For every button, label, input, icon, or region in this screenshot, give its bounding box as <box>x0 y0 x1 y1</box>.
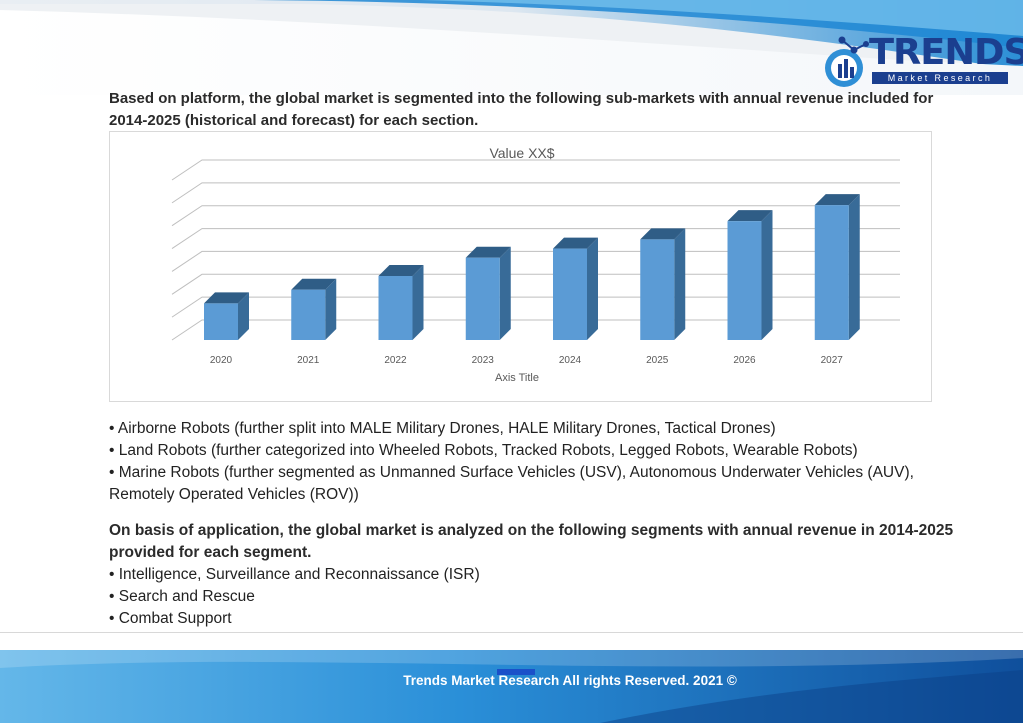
gridline <box>171 205 900 227</box>
x-tick-label: 2021 <box>297 355 320 366</box>
chart-bars <box>204 194 860 340</box>
trends-logo: TRENDS Market Research <box>822 34 1023 90</box>
list-item: • Land Robots (further categorized into … <box>109 442 858 459</box>
list-item: • Search and Rescue <box>109 588 255 605</box>
gridline <box>171 250 900 272</box>
gridline <box>171 273 900 295</box>
x-tick-label: 2022 <box>384 355 407 366</box>
chart-bar-2025 <box>640 228 686 340</box>
application-section: On basis of application, the global mark… <box>109 520 969 630</box>
logo-wordmark: TRENDS <box>869 32 1023 73</box>
footer-divider <box>0 632 1023 633</box>
x-tick-label: 2025 <box>646 355 669 366</box>
list-item: • Marine Robots (further segmented as Un… <box>109 464 914 503</box>
chart-bar-2022 <box>378 265 424 340</box>
list-item: • Intelligence, Surveillance and Reconna… <box>109 566 480 583</box>
footer-accent <box>497 669 535 675</box>
chart-bar-2021 <box>291 278 337 340</box>
gridline <box>171 182 900 204</box>
x-tick-label: 2024 <box>559 355 582 366</box>
chart-gridlines <box>171 159 900 341</box>
platform-intro: Based on platform, the global market is … <box>109 90 934 129</box>
gridline <box>171 296 900 318</box>
chart-bar-2024 <box>553 237 598 340</box>
chart-bar-2026 <box>727 210 773 340</box>
footer-copyright: Trends Market Research All rights Reserv… <box>403 673 737 688</box>
x-tick-label: 2026 <box>733 355 756 366</box>
application-heading: On basis of application, the global mark… <box>109 522 954 561</box>
footer-banner <box>0 650 1023 723</box>
logo-tagline: Market Research <box>872 72 1008 84</box>
gridline <box>171 159 900 181</box>
chart-x-axis-title: Axis Title <box>495 372 539 384</box>
chart-title: Value XX$ <box>489 145 554 161</box>
chart-bar-2023 <box>465 246 511 340</box>
list-item: • Combat Support <box>109 610 232 627</box>
chart-bar-2020 <box>204 292 249 340</box>
gridline <box>171 319 900 341</box>
x-tick-label: 2027 <box>821 355 844 366</box>
logo-network-icon <box>825 36 869 87</box>
chart-canvas: Value XX$ 2020 2021 2022 2023 2024 2025 2026 20… <box>171 145 900 384</box>
x-tick-label: 2023 <box>472 355 495 366</box>
x-tick-label: 2020 <box>210 355 233 366</box>
chart-bar-2027 <box>814 194 860 340</box>
list-item: • Airborne Robots (further split into MA… <box>109 420 776 437</box>
platform-list: • Airborne Robots (further split into MA… <box>109 418 969 506</box>
chart-x-ticks: 2020 2021 2022 2023 2024 2025 2026 2027 <box>210 355 843 366</box>
gridline <box>171 228 900 249</box>
value-chart: Value XX$ 2020 2021 2022 2023 2024 2025 2026 20… <box>109 131 932 402</box>
